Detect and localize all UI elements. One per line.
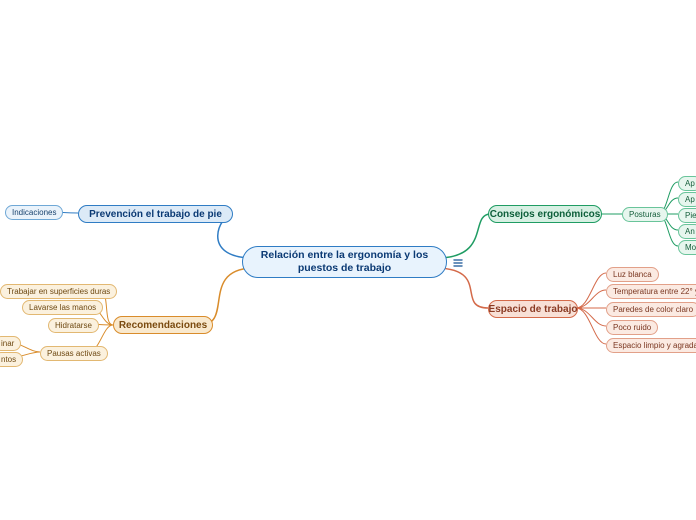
leaf-recom-3[interactable]: Hidratarse	[48, 318, 99, 333]
leaf-postura-4[interactable]: An	[678, 224, 696, 239]
center-node[interactable]: Relación entre la ergonomía y los puesto…	[242, 246, 447, 278]
branch-label: Consejos ergonómicos	[490, 209, 601, 220]
leaf-label: Lavarse las manos	[29, 303, 96, 312]
branch-prevencion[interactable]: Prevención el trabajo de pie	[78, 205, 233, 223]
leaf-label: Temperatura entre 22° y 24°	[613, 287, 696, 296]
leaf-indicaciones[interactable]: Indicaciones	[5, 205, 63, 220]
leaf-recom-1[interactable]: Trabajar en superficies duras	[0, 284, 117, 299]
leaf-label: Paredes de color claro	[613, 305, 693, 314]
leaf-label: Poco ruido	[613, 323, 651, 332]
leaf-label: ntos	[1, 355, 16, 364]
leaf-recom-4[interactable]: Pausas activas	[40, 346, 108, 361]
leaf-posturas[interactable]: Posturas	[622, 207, 668, 222]
leaf-label: Hidratarse	[55, 321, 92, 330]
center-label: Relación entre la ergonomía y los puesto…	[253, 249, 436, 274]
leaf-label: Indicaciones	[12, 208, 56, 217]
leaf-label: Ap	[685, 195, 695, 204]
leaf-label: Espacio limpio y agradable	[613, 341, 696, 350]
leaf-postura-5[interactable]: Mo	[678, 240, 696, 255]
branch-espacio[interactable]: Espacio de trabajo	[488, 300, 578, 318]
leaf-label: Mo	[685, 243, 696, 252]
leaf-espacio-1[interactable]: Luz blanca	[606, 267, 659, 282]
branch-label: Recomendaciones	[119, 320, 207, 331]
branch-label: Espacio de trabajo	[489, 304, 578, 315]
leaf-label: Pie	[685, 211, 696, 220]
leaf-postura-3[interactable]: Pie	[678, 208, 696, 223]
leaf-label: Ap	[685, 179, 695, 188]
branch-label: Prevención el trabajo de pie	[89, 209, 222, 220]
leaf-label: An	[685, 227, 695, 236]
leaf-label: Posturas	[629, 210, 661, 219]
leaf-postura-1[interactable]: Ap	[678, 176, 696, 191]
leaf-espacio-4[interactable]: Poco ruido	[606, 320, 658, 335]
leaf-espacio-2[interactable]: Temperatura entre 22° y 24°	[606, 284, 696, 299]
branch-consejos[interactable]: Consejos ergonómicos	[488, 205, 602, 223]
leaf-espacio-3[interactable]: Paredes de color claro	[606, 302, 696, 317]
leaf-label: Trabajar en superficies duras	[7, 287, 110, 296]
leaf-espacio-5[interactable]: Espacio limpio y agradable	[606, 338, 696, 353]
leaf-label: inar	[1, 339, 14, 348]
leaf-postura-2[interactable]: Ap	[678, 192, 696, 207]
leaf-label: Pausas activas	[47, 349, 101, 358]
leaf-recom-2[interactable]: Lavarse las manos	[22, 300, 103, 315]
note-icon[interactable]	[452, 256, 464, 268]
leaf-label: Luz blanca	[613, 270, 652, 279]
leaf-recom-5a[interactable]: inar	[0, 336, 21, 351]
branch-recom[interactable]: Recomendaciones	[113, 316, 213, 334]
leaf-recom-5b[interactable]: ntos	[0, 352, 23, 367]
